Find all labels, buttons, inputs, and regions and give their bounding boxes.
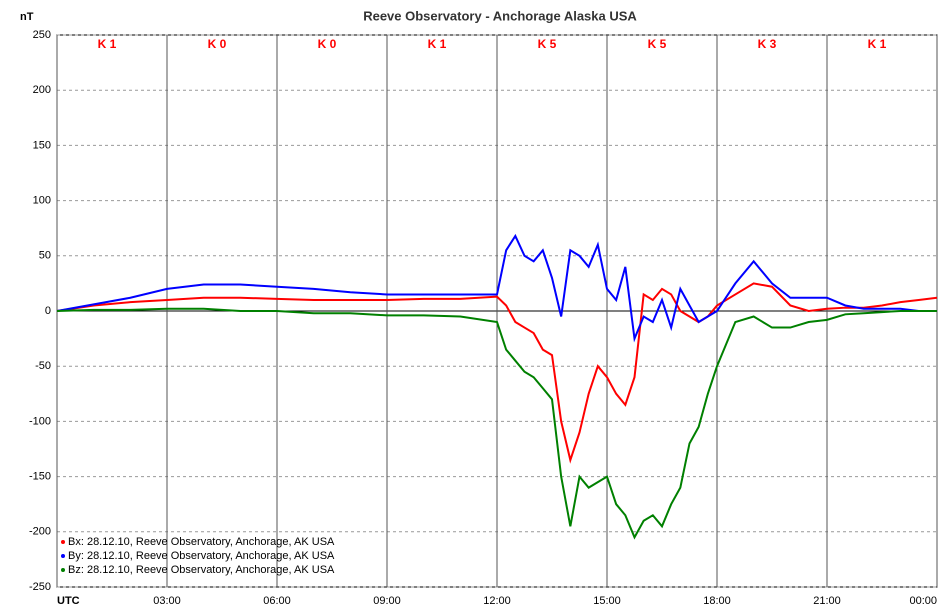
x-tick-label: 00:00 bbox=[909, 595, 937, 607]
x-tick-label: 03:00 bbox=[153, 595, 181, 607]
y-tick-label: -150 bbox=[29, 471, 51, 483]
data-line bbox=[56, 307, 937, 540]
x-tick-label: 21:00 bbox=[813, 595, 841, 607]
y-tick-label: -200 bbox=[29, 526, 51, 538]
y-tick-label: 200 bbox=[33, 84, 51, 96]
legend-label: Bz: 28.12.10, Reeve Observatory, Anchora… bbox=[68, 564, 335, 576]
y-tick-label: -50 bbox=[35, 360, 51, 372]
legend-marker bbox=[61, 554, 65, 558]
x-tick-label: 12:00 bbox=[483, 595, 511, 607]
k-index-label: K 1 bbox=[428, 37, 447, 51]
data-line bbox=[56, 282, 938, 464]
y-tick-label: 50 bbox=[39, 250, 51, 262]
chart-title: Reeve Observatory - Anchorage Alaska USA bbox=[363, 8, 637, 23]
x-tick-label: 06:00 bbox=[263, 595, 291, 607]
y-tick-label: -100 bbox=[29, 415, 51, 427]
data-line bbox=[56, 233, 937, 343]
k-index-label: K 1 bbox=[868, 37, 887, 51]
k-index-label: K 0 bbox=[208, 37, 227, 51]
x-tick-label: 09:00 bbox=[373, 595, 401, 607]
y-tick-label: -250 bbox=[29, 581, 51, 593]
y-tick-label: 150 bbox=[33, 139, 51, 151]
k-index-label: K 5 bbox=[538, 37, 557, 51]
y-tick-label: 100 bbox=[33, 195, 51, 207]
y-tick-label: 250 bbox=[33, 29, 51, 41]
legend-label: Bx: 28.12.10, Reeve Observatory, Anchora… bbox=[68, 536, 335, 548]
k-index-label: K 0 bbox=[318, 37, 337, 51]
k-index-label: K 5 bbox=[648, 37, 667, 51]
legend-marker bbox=[61, 568, 65, 572]
legend-label: By: 28.12.10, Reeve Observatory, Anchora… bbox=[68, 550, 335, 562]
k-index-label: K 1 bbox=[98, 37, 117, 51]
x-tick-label: 18:00 bbox=[703, 595, 731, 607]
x-tick-label: 15:00 bbox=[593, 595, 621, 607]
y-axis-label: nT bbox=[20, 11, 34, 23]
legend-marker bbox=[61, 540, 65, 544]
k-index-label: K 3 bbox=[758, 37, 777, 51]
y-tick-label: 0 bbox=[45, 305, 51, 317]
x-tick-label: UTC bbox=[57, 595, 80, 607]
